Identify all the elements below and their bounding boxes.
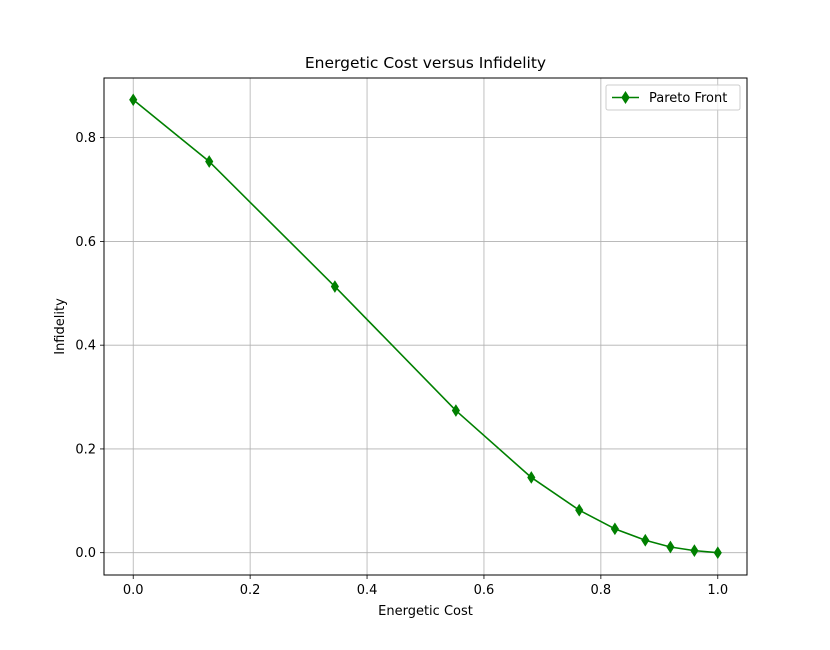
y-tick-label: 0.6 [75, 235, 96, 250]
x-tick-label: 0.4 [357, 583, 378, 598]
y-tick-label: 0.2 [75, 442, 96, 457]
data-point-marker [610, 522, 619, 536]
data-point-marker [666, 540, 675, 554]
axis-ticks: 0.0 0.2 0.4 0.6 0.8 1.0 0.0 0.2 0.4 0.6 0.8 [75, 131, 728, 598]
plot-area-frame [103, 77, 748, 576]
legend: Pareto Front [605, 84, 741, 111]
data-point-marker [690, 544, 699, 557]
data-point-marker [451, 404, 460, 417]
legend-label: Pareto Front [649, 91, 727, 106]
y-tick-label: 0.4 [75, 339, 96, 354]
chart-title: Energetic Cost versus Infidelity [305, 54, 546, 72]
x-axis-label: Energetic Cost [378, 604, 473, 619]
y-tick-label: 0.0 [75, 546, 96, 561]
x-tick-label: 0.2 [240, 583, 261, 598]
grid-lines [104, 78, 747, 575]
data-point-marker [205, 155, 214, 168]
y-axis-label: Infidelity [53, 298, 68, 355]
data-point-marker [129, 93, 138, 107]
data-point-marker [527, 471, 536, 484]
x-tick-label: 0.0 [123, 583, 144, 598]
data-point-marker [641, 533, 650, 547]
legend-marker-sample [621, 90, 630, 105]
data-point-marker [330, 280, 339, 293]
data-point-marker [575, 503, 584, 517]
x-tick-label: 0.8 [591, 583, 612, 598]
x-tick-label: 1.0 [707, 583, 728, 598]
y-tick-label: 0.8 [75, 131, 96, 146]
x-tick-label: 0.6 [474, 583, 495, 598]
legend-box [605, 84, 741, 111]
series-layer [129, 93, 722, 560]
data-point-marker [713, 546, 722, 560]
